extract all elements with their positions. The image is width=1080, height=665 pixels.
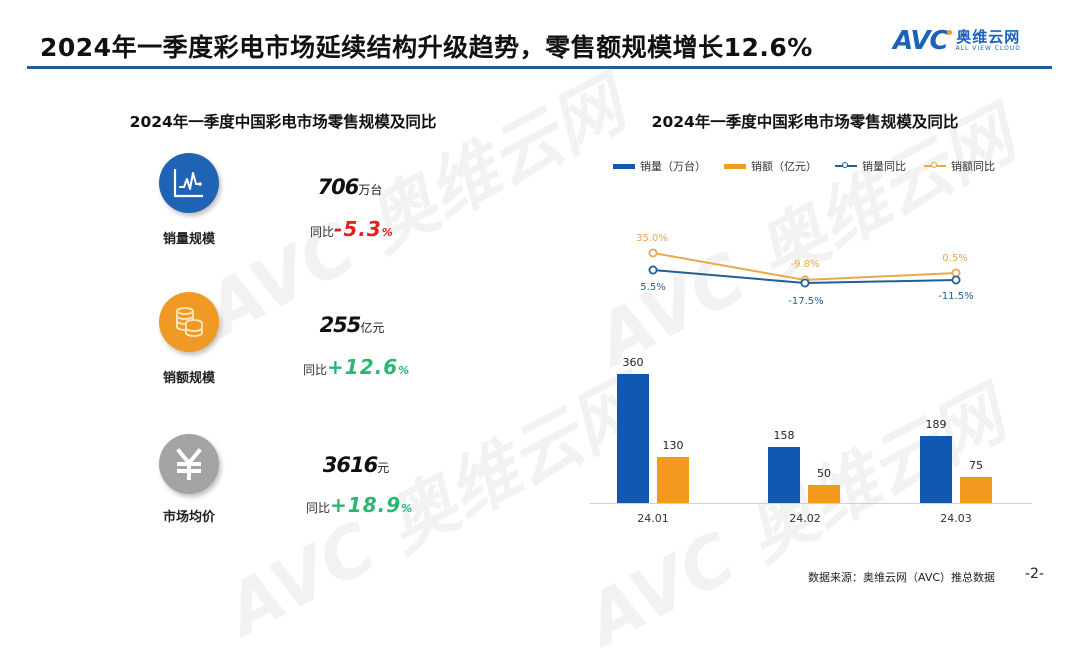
line-chart-icon bbox=[173, 169, 203, 198]
legend-item-sales-volume: 销量（万台） bbox=[613, 158, 706, 174]
yen-icon bbox=[176, 448, 202, 480]
bar-value-label: 189 bbox=[926, 418, 947, 431]
bar-value-label: 50 bbox=[817, 467, 831, 480]
kpi-icon-sales-volume bbox=[159, 153, 219, 213]
kpi-label: 销额规模 bbox=[162, 371, 216, 386]
coins-icon bbox=[176, 307, 203, 337]
kpi-yoy: 同比+18.9% bbox=[306, 493, 414, 517]
x-tick-label: 24.03 bbox=[940, 512, 972, 525]
combo-chart: 35.0% -9.8% 0.5% 5.5% -17.5% -11.5% 360 … bbox=[590, 233, 1032, 525]
data-source-note: 数据来源：奥维云网（AVC）推总数据 bbox=[808, 571, 996, 584]
avc-logo: AVC 奥维云网 ALL VIEW CLOUD bbox=[893, 26, 1021, 56]
legend-item-volume-yoy: 销量同比 bbox=[835, 158, 906, 174]
bar-volume-2401 bbox=[617, 374, 649, 503]
kpi-value: 255亿元 bbox=[319, 313, 385, 337]
logo-name-cn: 奥维云网 bbox=[956, 28, 1021, 46]
bar-volume-2403 bbox=[920, 436, 952, 503]
kpi-value: 3616元 bbox=[322, 453, 390, 477]
kpi-yoy: 同比+12.6% bbox=[303, 355, 411, 379]
x-tick-label: 24.01 bbox=[637, 512, 669, 525]
volume-yoy-label: -17.5% bbox=[788, 296, 823, 307]
legend-item-amount-yoy: 销额同比 bbox=[924, 158, 995, 174]
legend-item-sales-amount: 销额（亿元） bbox=[724, 158, 817, 174]
volume-yoy-label: -11.5% bbox=[938, 291, 973, 302]
amount-yoy-label: -9.8% bbox=[790, 259, 819, 270]
chart-legend: 销量（万台） 销额（亿元） 销量同比 销额同比 bbox=[613, 158, 1013, 174]
amount-yoy-label: 35.0% bbox=[636, 233, 668, 244]
bar-volume-2402 bbox=[768, 447, 800, 503]
bar-amount-2402 bbox=[808, 485, 840, 503]
kpi-icon-sales-amount bbox=[159, 292, 219, 352]
x-tick-label: 24.02 bbox=[789, 512, 821, 525]
bar-value-label: 158 bbox=[774, 429, 795, 442]
logo-name-en: ALL VIEW CLOUD bbox=[955, 45, 1021, 52]
kpi-value: 706万台 bbox=[317, 175, 383, 199]
kpi-label: 销量规模 bbox=[162, 232, 216, 247]
page-title: 2024年一季度彩电市场延续结构升级趋势，零售额规模增长12.6% bbox=[40, 33, 813, 62]
amount-yoy-label: 0.5% bbox=[942, 253, 967, 264]
bar-amount-2401 bbox=[657, 457, 689, 503]
bar-value-label: 130 bbox=[663, 439, 684, 452]
page-number: -2- bbox=[1025, 566, 1045, 582]
bar-value-label: 75 bbox=[969, 459, 983, 472]
chart-title: 2024年一季度中国彩电市场零售规模及同比 bbox=[651, 113, 959, 131]
left-panel-title: 2024年一季度中国彩电市场零售规模及同比 bbox=[129, 113, 437, 131]
kpi-label: 市场均价 bbox=[162, 510, 216, 525]
logo-mark: AVC bbox=[893, 26, 952, 56]
volume-yoy-label: 5.5% bbox=[640, 282, 665, 293]
bar-amount-2403 bbox=[960, 477, 992, 503]
header-divider bbox=[27, 66, 1052, 69]
kpi-yoy: 同比-5.3% bbox=[310, 217, 394, 241]
kpi-icon-avg-price bbox=[159, 434, 219, 494]
bar-value-label: 360 bbox=[623, 356, 644, 369]
